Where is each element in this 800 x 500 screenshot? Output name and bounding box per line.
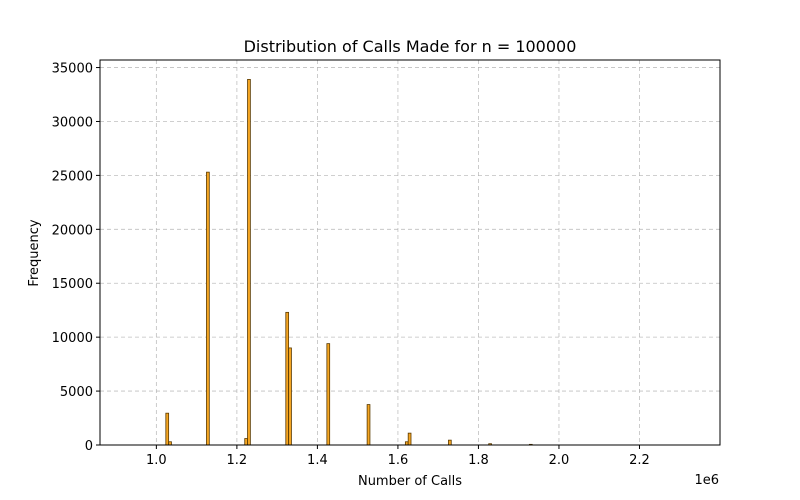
y-axis-ticks: 0 5000 10000 15000 20000 25000 30000 35000 bbox=[52, 62, 100, 454]
x-tick-label: 2.0 bbox=[549, 453, 570, 468]
y-tick-label: 20000 bbox=[52, 223, 93, 238]
histogram-bar bbox=[407, 432, 412, 446]
x-tick-label: 1.4 bbox=[307, 453, 328, 468]
histogram-bar bbox=[288, 347, 292, 446]
histogram-bar bbox=[366, 404, 371, 446]
histogram-bar bbox=[448, 439, 452, 446]
y-tick-label: 0 bbox=[85, 439, 93, 454]
histogram-bar bbox=[247, 79, 251, 446]
y-tick-label: 35000 bbox=[52, 62, 93, 77]
y-tick-label: 5000 bbox=[60, 385, 93, 400]
plot-area-frame bbox=[99, 59, 721, 446]
histogram-bar bbox=[244, 438, 248, 446]
histogram-bar bbox=[285, 311, 290, 446]
histogram-bar bbox=[165, 412, 170, 446]
x-axis-ticks: 1.0 1.2 1.4 1.6 1.8 2.0 2.2 bbox=[146, 445, 650, 468]
x-tick-label: 1.2 bbox=[227, 453, 248, 468]
x-tick-label: 1.0 bbox=[146, 453, 167, 468]
x-axis-label: Number of Calls bbox=[358, 474, 462, 489]
x-tick-label: 1.6 bbox=[388, 453, 409, 468]
histogram-bars bbox=[165, 79, 533, 446]
x-axis-offset-label: 1e6 bbox=[694, 473, 719, 488]
x-tick-label: 1.8 bbox=[468, 453, 489, 468]
y-tick-label: 30000 bbox=[52, 115, 93, 130]
chart-title: Distribution of Calls Made for n = 10000… bbox=[244, 37, 577, 56]
histogram-bar bbox=[206, 171, 210, 446]
y-tick-label: 15000 bbox=[52, 277, 93, 292]
y-tick-label: 10000 bbox=[52, 331, 93, 346]
x-tick-label: 2.2 bbox=[629, 453, 650, 468]
histogram-bar bbox=[326, 343, 331, 446]
grid-lines bbox=[100, 60, 720, 446]
y-axis-label: Frequency bbox=[27, 219, 42, 286]
y-tick-label: 25000 bbox=[52, 169, 93, 184]
